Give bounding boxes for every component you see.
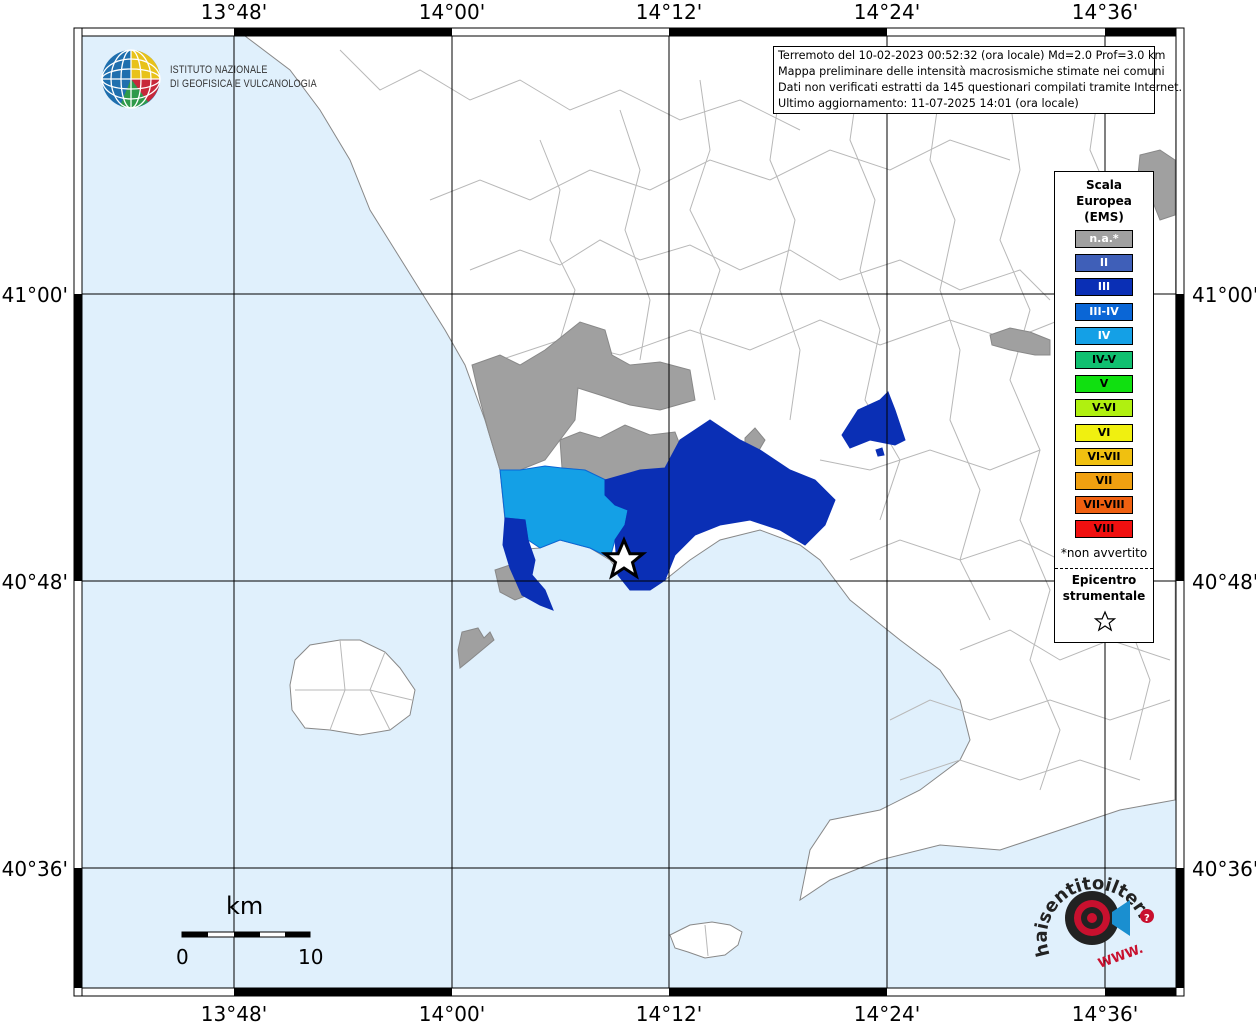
event-info-line2: Mappa preliminare delle intensità macros… [778,65,1165,78]
ingv-name-line2: DI GEOFISICA E VULCANOLOGIA [170,78,317,90]
epicenter-star [600,536,648,580]
ingv-logo: ISTITUTO NAZIONALE DI GEOFISICA E VULCAN… [100,48,320,110]
municipal-borders [339,49,1171,791]
lon-label-top-3: 14°12' [635,0,703,24]
legend-swatch: III [1075,278,1133,297]
legend-swatch: VI-VII [1075,447,1133,466]
lon-label-top-1: 13°48' [200,0,268,24]
lat-label-right-2: 40°48' [1192,570,1256,594]
scale-bar-unit: km [226,892,264,920]
legend-epicenter-line2: strumentale [1062,589,1146,603]
scale-bar [181,931,311,938]
ingv-name-line1: ISTITUTO NAZIONALE [170,64,268,76]
lon-label-bottom-4: 14°24' [853,1002,921,1026]
legend-epicenter-line1: Epicentro [1071,573,1137,587]
scale-bar-min: 0 [176,945,189,969]
lat-label-left-2: 40°48' [1,570,68,594]
lon-label-bottom-2: 14°00' [418,1002,486,1026]
legend-swatch: IV [1075,326,1133,345]
lat-label-right-1: 41°00' [1192,283,1256,307]
legend-swatch: IV-V [1075,351,1133,369]
ems-iii-areas [502,391,906,611]
ingv-globe-icon [101,49,161,109]
lat-label-right-3: 40°36' [1192,857,1256,881]
legend-swatch: VI [1075,423,1133,442]
legend-swatch: VIII [1075,520,1133,539]
legend-title-line1: Scala [1085,178,1123,192]
legend-star-icon [1093,610,1117,632]
scale-bar-max: 10 [298,945,324,969]
lon-label-top-4: 14°24' [853,0,921,24]
lon-label-top-2: 14°00' [418,0,486,24]
hsit-logo-graphic: haisentitoilterremoto.it WWW. ? [1021,844,1156,972]
legend-swatch: II [1075,254,1133,273]
hsit-megaphone-icon [1112,900,1130,936]
legend-swatch: III-IV [1075,302,1133,321]
na-areas [457,149,1176,669]
lat-label-left-1: 41°00' [1,283,68,307]
lat-label-left-3: 40°36' [1,857,68,881]
legend-swatch: VII [1075,472,1133,490]
ems-legend: Scala Europea (EMS) n.a.* II III III-IV IV IV… [1054,171,1154,643]
legend-swatch: V-VI [1075,399,1133,418]
legend-title-line3: (EMS) [1084,210,1124,224]
legend-title: Scala Europea (EMS) [1055,177,1153,225]
event-info-line3: Dati non verificati estratti da 145 ques… [778,81,1183,94]
island-ischia [289,639,416,736]
capri-border [704,924,709,957]
event-info-line1: Terremoto del 10-02-2023 00:52:32 (ora l… [778,49,1166,62]
legend-epicenter-label: Epicentro strumentale [1055,572,1153,604]
legend-note: *non avvertito [1060,546,1148,560]
hsit-logo-www: WWW. [1096,942,1145,972]
svg-text:?: ? [1144,913,1150,924]
map-frame [73,27,1185,997]
lon-label-bottom-5: 14°36' [1071,1002,1139,1026]
lon-label-bottom-1: 13°48' [200,1002,268,1026]
legend-separator [1055,568,1153,569]
ischia-borders [295,639,413,731]
lon-label-top-5: 14°36' [1071,0,1139,24]
legend-title-line2: Europea [1076,194,1132,208]
hsit-logo: haisentitoilterremoto.it WWW. ? [1021,844,1160,980]
event-info-box: Terremoto del 10-02-2023 00:52:32 (ora l… [773,46,1183,114]
legend-swatch: V [1075,375,1133,394]
legend-swatch: VII-VIII [1075,496,1133,515]
lon-label-bottom-3: 14°12' [635,1002,703,1026]
legend-swatch: n.a.* [1075,230,1133,248]
event-info-line4: Ultimo aggiornamento: 11-07-2025 14:01 (… [778,97,1079,110]
